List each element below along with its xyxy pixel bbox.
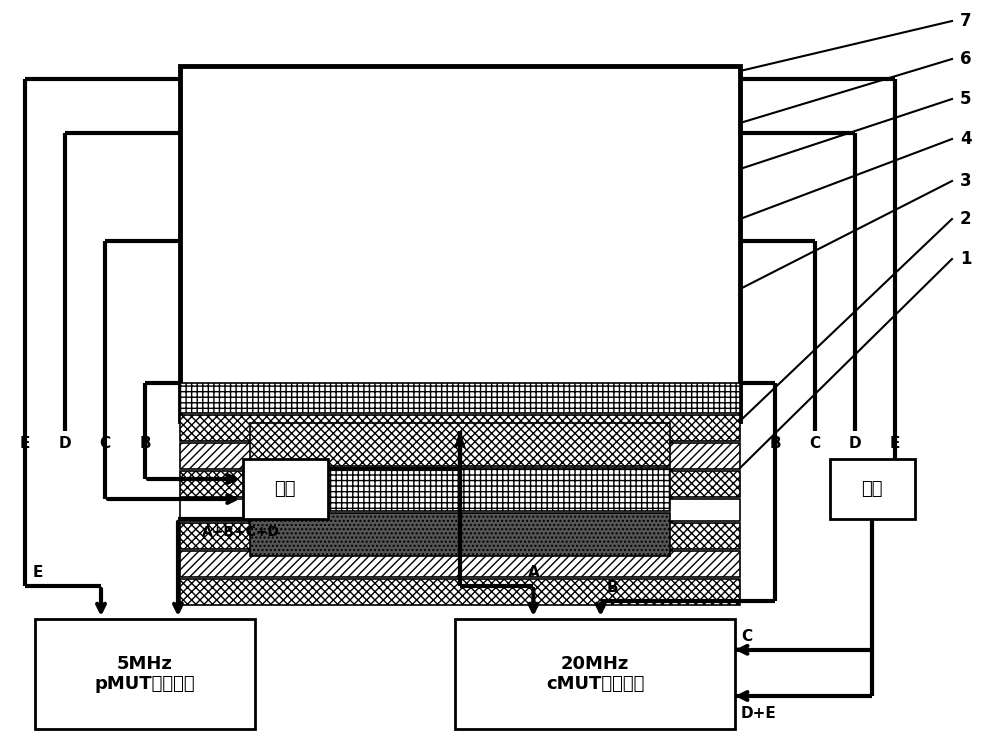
Bar bbox=[250, 468, 670, 511]
Bar bbox=[250, 421, 670, 556]
Text: B: B bbox=[139, 436, 151, 451]
Bar bbox=[243, 459, 328, 519]
Text: C: C bbox=[99, 436, 111, 451]
Text: 4: 4 bbox=[960, 130, 972, 148]
Bar bbox=[180, 66, 740, 421]
Bar bbox=[180, 471, 740, 497]
Text: 级联: 级联 bbox=[861, 480, 883, 498]
Text: 5MHz
pMUT工作模式: 5MHz pMUT工作模式 bbox=[95, 654, 195, 694]
Bar bbox=[180, 499, 740, 521]
Text: 1: 1 bbox=[960, 250, 972, 268]
Text: E: E bbox=[20, 436, 30, 451]
Bar bbox=[180, 415, 740, 441]
Bar bbox=[180, 551, 740, 577]
Text: 6: 6 bbox=[960, 50, 972, 68]
Bar bbox=[830, 459, 914, 519]
Text: E: E bbox=[33, 565, 43, 580]
Text: 级联: 级联 bbox=[274, 480, 296, 498]
Text: D+E: D+E bbox=[741, 706, 777, 721]
Text: D: D bbox=[59, 436, 71, 451]
Text: B: B bbox=[607, 580, 618, 595]
Text: D: D bbox=[849, 436, 861, 451]
Bar bbox=[250, 423, 670, 466]
Bar bbox=[180, 383, 740, 413]
Text: C: C bbox=[809, 436, 821, 451]
Text: C: C bbox=[741, 629, 752, 644]
Text: 7: 7 bbox=[960, 12, 972, 30]
Bar bbox=[455, 619, 735, 729]
Bar bbox=[250, 513, 670, 556]
Bar bbox=[180, 579, 740, 605]
Text: B: B bbox=[769, 436, 781, 451]
Bar bbox=[180, 443, 740, 469]
Text: 20MHz
cMUT工作模式: 20MHz cMUT工作模式 bbox=[546, 654, 644, 694]
Text: A: A bbox=[454, 436, 466, 451]
Text: E: E bbox=[890, 436, 900, 451]
Text: 3: 3 bbox=[960, 172, 972, 190]
Bar bbox=[35, 619, 255, 729]
Text: A+B+C+D: A+B+C+D bbox=[202, 525, 280, 539]
Bar bbox=[180, 523, 740, 549]
Text: A: A bbox=[528, 565, 539, 580]
Text: 2: 2 bbox=[960, 210, 972, 228]
Text: 5: 5 bbox=[960, 90, 972, 108]
